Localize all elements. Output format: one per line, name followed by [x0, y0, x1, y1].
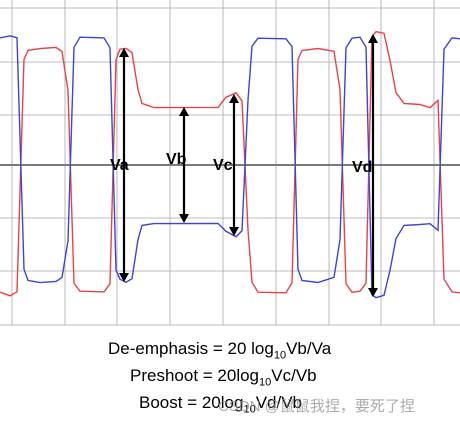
watermark: CSDN @鼠鼠我捏，要死了捏 [218, 398, 415, 415]
formula-boost: Boost = 20log10Vd/Vb [139, 393, 303, 416]
arrow-vc-head-bottom [229, 227, 239, 236]
arrow-vb [179, 107, 189, 223]
arrow-vd [368, 34, 378, 297]
arrow-va-head-bottom [119, 273, 129, 282]
arrow-vb-head-bottom [179, 214, 189, 223]
arrow-vd-head-top [368, 34, 378, 43]
label-vd: Vd [352, 159, 372, 176]
arrow-va [119, 48, 129, 282]
negative-trace [0, 35, 460, 299]
arrow-vb-head-top [179, 107, 189, 116]
label-vb: Vb [166, 151, 187, 168]
formula-deemphasis: De-emphasis = 20 log10Vb/Va [108, 339, 332, 362]
arrow-va-head-top [119, 48, 129, 57]
amplitude-arrows [119, 34, 378, 297]
positive-trace [0, 30, 460, 297]
formula-preshoot: Preshoot = 20log10Vc/Vb [130, 366, 317, 389]
waveform-diagram: Va Vb Vc Vd [0, 0, 460, 326]
label-vc: Vc [213, 157, 233, 174]
grid [0, 0, 460, 326]
arrow-vc [229, 94, 239, 236]
label-va: Va [110, 157, 129, 174]
arrow-vc-head-top [229, 94, 239, 103]
arrow-vd-head-bottom [368, 288, 378, 297]
